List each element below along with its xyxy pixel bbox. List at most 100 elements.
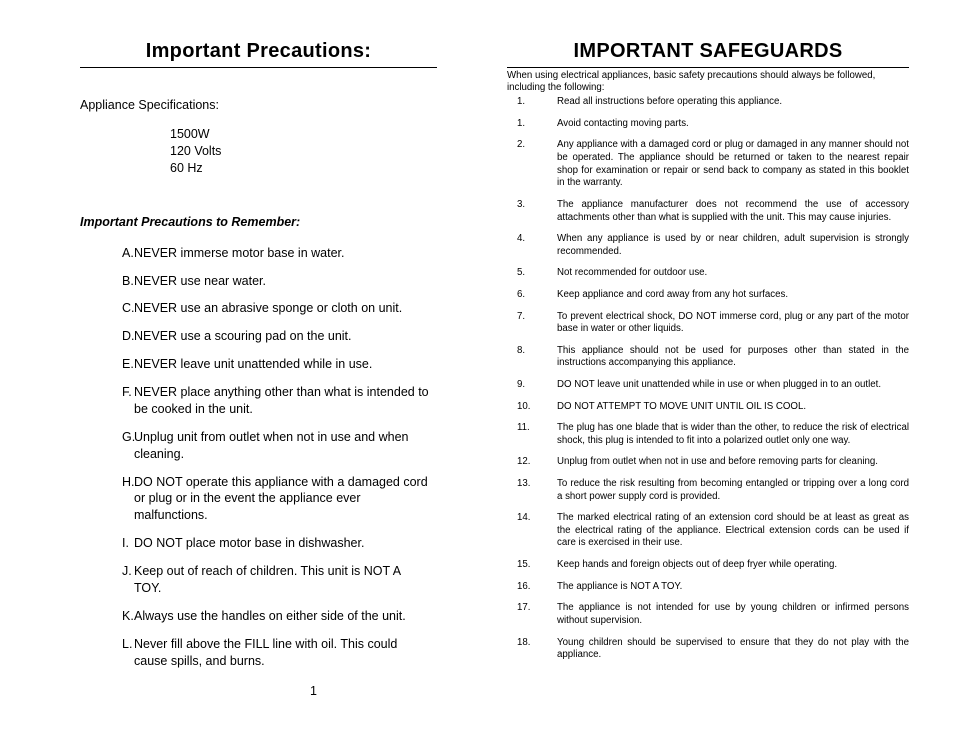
list-item-text: The appliance is not intended for use by…	[557, 602, 909, 627]
list-item: G.Unplug unit from outlet when not in us…	[80, 429, 437, 463]
list-item: 2.Any appliance with a damaged cord or p…	[507, 139, 909, 189]
left-column: Important Precautions: Appliance Specifi…	[0, 0, 477, 738]
list-item-marker: G.	[80, 429, 134, 463]
spec-block: 1500W 120 Volts 60 Hz	[170, 126, 437, 177]
list-item-marker: 8.	[507, 345, 557, 370]
list-item-text: Read all instructions before operating t…	[557, 96, 909, 109]
list-item-text: Any appliance with a damaged cord or plu…	[557, 139, 909, 189]
list-item-text: NEVER use a scouring pad on the unit.	[134, 328, 437, 345]
list-item-text: Unplug unit from outlet when not in use …	[134, 429, 437, 463]
list-item-marker: 1.	[507, 96, 557, 109]
list-item-marker: 7.	[507, 311, 557, 336]
spec-line: 1500W	[170, 126, 437, 143]
list-item: 1.Read all instructions before operating…	[507, 96, 909, 109]
list-item-text: The marked electrical rating of an exten…	[557, 512, 909, 550]
list-item-text: Keep hands and foreign objects out of de…	[557, 559, 909, 572]
list-item-marker: 3.	[507, 199, 557, 224]
list-item-marker: K.	[80, 608, 134, 625]
list-item-text: NEVER leave unit unattended while in use…	[134, 356, 437, 373]
list-item-text: Keep appliance and cord away from any ho…	[557, 289, 909, 302]
list-item: L.Never fill above the FILL line with oi…	[80, 636, 437, 670]
spec-line: 120 Volts	[170, 143, 437, 160]
right-column: IMPORTANT SAFEGUARDS When using electric…	[477, 0, 954, 738]
list-item: 9.DO NOT leave unit unattended while in …	[507, 379, 909, 392]
list-item-marker: D.	[80, 328, 134, 345]
list-item-marker: B.	[80, 273, 134, 290]
list-item-marker: 5.	[507, 267, 557, 280]
spec-label: Appliance Specifications:	[80, 98, 437, 112]
list-item: J.Keep out of reach of children. This un…	[80, 563, 437, 597]
list-item-text: Always use the handles on either side of…	[134, 608, 437, 625]
list-item: 18.Young children should be supervised t…	[507, 637, 909, 662]
list-item-marker: F.	[80, 384, 134, 418]
list-item: 6.Keep appliance and cord away from any …	[507, 289, 909, 302]
list-item-marker: 13.	[507, 478, 557, 503]
page-number: 1	[190, 684, 437, 698]
list-item-text: The plug has one blade that is wider tha…	[557, 422, 909, 447]
left-subhead: Important Precautions to Remember:	[80, 215, 437, 229]
list-item-marker: 17.	[507, 602, 557, 627]
list-item-text: DO NOT ATTEMPT TO MOVE UNIT UNTIL OIL IS…	[557, 401, 909, 414]
list-item: 16.The appliance is NOT A TOY.	[507, 581, 909, 594]
list-item-marker: 2.	[507, 139, 557, 189]
list-item-text: Avoid contacting moving parts.	[557, 118, 909, 131]
list-item-marker: I.	[80, 535, 134, 552]
intro-text: When using electrical appliances, basic …	[507, 70, 909, 94]
list-item-marker: 6.	[507, 289, 557, 302]
list-item-text: NEVER place anything other than what is …	[134, 384, 437, 418]
list-item: 11.The plug has one blade that is wider …	[507, 422, 909, 447]
list-item-marker: 4.	[507, 233, 557, 258]
list-item: 4.When any appliance is used by or near …	[507, 233, 909, 258]
list-item-text: Never fill above the FILL line with oil.…	[134, 636, 437, 670]
list-item: 5.Not recommended for outdoor use.	[507, 267, 909, 280]
list-item-text: NEVER use an abrasive sponge or cloth on…	[134, 300, 437, 317]
list-item-text: The appliance manufacturer does not reco…	[557, 199, 909, 224]
list-item: 3.The appliance manufacturer does not re…	[507, 199, 909, 224]
list-item: A.NEVER immerse motor base in water.	[80, 245, 437, 262]
left-title: Important Precautions:	[80, 40, 437, 68]
list-item-marker: 9.	[507, 379, 557, 392]
list-item-text: NEVER immerse motor base in water.	[134, 245, 437, 262]
list-item: F.NEVER place anything other than what i…	[80, 384, 437, 418]
spec-line: 60 Hz	[170, 160, 437, 177]
list-item: E.NEVER leave unit unattended while in u…	[80, 356, 437, 373]
list-item-text: Keep out of reach of children. This unit…	[134, 563, 437, 597]
list-item: B.NEVER use near water.	[80, 273, 437, 290]
list-item-text: The appliance is NOT A TOY.	[557, 581, 909, 594]
list-item: 13.To reduce the risk resulting from bec…	[507, 478, 909, 503]
list-item-text: NEVER use near water.	[134, 273, 437, 290]
list-item-marker: 15.	[507, 559, 557, 572]
list-item-text: To reduce the risk resulting from becomi…	[557, 478, 909, 503]
list-item: I.DO NOT place motor base in dishwasher.	[80, 535, 437, 552]
list-item-marker: H.	[80, 474, 134, 525]
list-item-marker: J.	[80, 563, 134, 597]
list-item-marker: C.	[80, 300, 134, 317]
list-item: K.Always use the handles on either side …	[80, 608, 437, 625]
list-item-text: Not recommended for outdoor use.	[557, 267, 909, 280]
list-item-marker: 1.	[507, 118, 557, 131]
list-item-marker: 14.	[507, 512, 557, 550]
list-item: H.DO NOT operate this appliance with a d…	[80, 474, 437, 525]
list-item-text: When any appliance is used by or near ch…	[557, 233, 909, 258]
list-item: 17.The appliance is not intended for use…	[507, 602, 909, 627]
list-item: C.NEVER use an abrasive sponge or cloth …	[80, 300, 437, 317]
list-item-text: To prevent electrical shock, DO NOT imme…	[557, 311, 909, 336]
list-item-marker: 10.	[507, 401, 557, 414]
list-item: D.NEVER use a scouring pad on the unit.	[80, 328, 437, 345]
list-item: 8.This appliance should not be used for …	[507, 345, 909, 370]
numbered-list: 1.Read all instructions before operating…	[507, 96, 909, 671]
list-item: 7.To prevent electrical shock, DO NOT im…	[507, 311, 909, 336]
list-item-marker: L.	[80, 636, 134, 670]
list-item-marker: 16.	[507, 581, 557, 594]
list-item-text: Young children should be supervised to e…	[557, 637, 909, 662]
list-item: 15.Keep hands and foreign objects out of…	[507, 559, 909, 572]
list-item-text: DO NOT operate this appliance with a dam…	[134, 474, 437, 525]
list-item-marker: 12.	[507, 456, 557, 469]
list-item: 1.Avoid contacting moving parts.	[507, 118, 909, 131]
list-item-marker: E.	[80, 356, 134, 373]
right-title: IMPORTANT SAFEGUARDS	[507, 40, 909, 68]
list-item: 12.Unplug from outlet when not in use an…	[507, 456, 909, 469]
list-item-text: This appliance should not be used for pu…	[557, 345, 909, 370]
list-item: 10.DO NOT ATTEMPT TO MOVE UNIT UNTIL OIL…	[507, 401, 909, 414]
document-page: Important Precautions: Appliance Specifi…	[0, 0, 954, 738]
